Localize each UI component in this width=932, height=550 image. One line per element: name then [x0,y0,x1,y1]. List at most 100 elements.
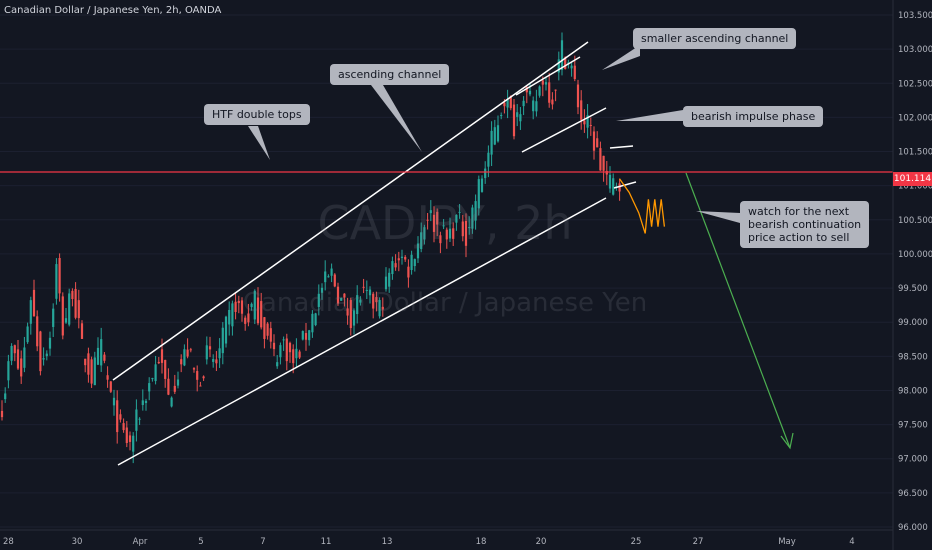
candle [157,356,160,365]
candle [551,92,554,110]
candle [196,365,199,392]
candle [263,316,266,349]
candle [384,267,388,292]
candle [605,160,608,186]
candle [80,320,84,340]
candle [557,51,560,81]
candle [356,285,359,324]
candle [276,355,279,369]
candle [468,216,471,235]
annotation-smaller-channel[interactable]: smaller ascending channel [633,28,797,49]
projection-path [619,178,666,234]
candle [58,253,61,302]
candle [480,175,484,193]
candle [320,283,324,300]
candle [404,255,407,262]
x-tick-label: Apr [133,537,148,547]
candle [96,337,100,365]
candle [93,351,96,386]
candle [192,367,196,373]
candle [528,82,532,97]
candle [586,104,589,139]
annotation-htf-double-tops[interactable]: HTF double tops [204,104,310,125]
x-tick-label: 27 [693,537,704,547]
candle [516,104,519,127]
callout-pointer-smaller [602,45,640,70]
candle [256,287,260,326]
candle [493,119,496,146]
x-tick-label: 28 [3,537,14,547]
y-tick-label: 103.000 [898,45,932,55]
candle [352,308,356,335]
y-tick-label: 102.000 [898,113,932,123]
candle [544,76,548,91]
x-tick-label: 11 [321,537,332,547]
candle [340,297,343,301]
candle [260,292,263,330]
candle [202,375,205,381]
candle [589,117,592,136]
y-tick-label: 101.000 [898,182,932,192]
candle [20,350,23,384]
candle [266,322,269,340]
time-axis: 28 30 Apr 5 7 11 13 18 20 25 27 May 4 [3,537,855,547]
annotation-bearish-impulse[interactable]: bearish impulse phase [683,106,824,127]
candle [125,421,128,448]
candle [55,258,58,305]
candle [618,178,621,201]
candle [512,99,516,140]
candle [324,260,327,291]
candle [7,354,10,389]
flag-upper-line [609,145,634,149]
arrow-head [780,432,794,450]
candle [592,126,596,160]
candle [448,217,452,243]
candle [64,308,68,324]
candle [429,200,432,222]
candle [490,121,493,167]
candle [554,89,557,102]
x-tick-label: 5 [198,537,203,547]
y-tick-label: 96.500 [898,489,928,499]
candle [68,288,71,327]
candle [135,399,138,442]
candle [167,368,170,396]
candle [212,354,215,368]
candle [183,344,186,367]
y-tick-label: 99.500 [898,284,928,294]
candle [224,315,228,348]
candle [336,282,340,306]
candle [26,322,29,344]
candle [407,259,410,288]
candle [410,250,413,275]
candle [13,344,16,362]
candle [240,297,244,322]
candle [282,336,285,351]
x-tick-label: 7 [260,537,265,547]
candle [295,338,298,369]
candle [100,327,103,372]
candle [394,254,397,271]
candle [234,292,237,320]
candle [368,286,372,304]
candle [576,79,580,115]
candle [496,115,500,143]
y-tick-label: 96.000 [898,523,928,533]
candle [500,112,503,120]
candle [381,297,384,317]
candle [314,312,317,327]
candle [288,341,292,363]
annotation-watch-next[interactable]: watch for the next bearish continuation … [740,201,870,248]
candle [608,166,612,193]
candle [61,292,64,340]
symbol-title: Canadian Dollar / Japanese Yen, 2h, OAND… [4,5,222,16]
small-channel-upper-line [515,56,581,96]
candle [221,322,224,365]
candle [128,431,132,451]
candle [583,109,586,133]
callout-pointer-impulse [616,110,683,121]
annotation-ascending-channel[interactable]: ascending channel [330,64,450,85]
watermark-symbol: CADJPY, 2h [317,196,573,250]
